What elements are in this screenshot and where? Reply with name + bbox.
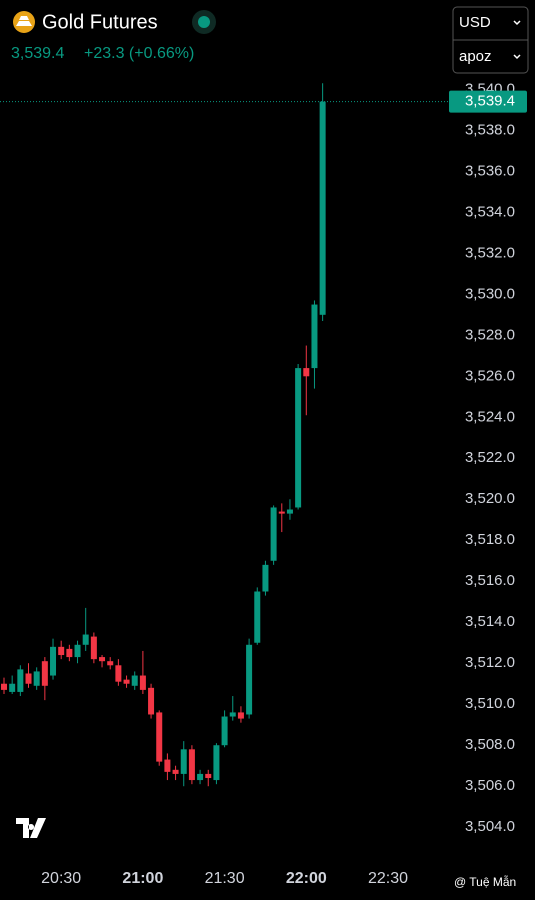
candle-body xyxy=(90,636,97,660)
candle-body xyxy=(115,665,122,682)
candle-body xyxy=(66,648,73,658)
x-tick-label: 20:30 xyxy=(41,870,81,887)
y-tick-label: 3,534.0 xyxy=(465,203,515,220)
y-tick-label: 3,512.0 xyxy=(465,654,515,671)
last-price-box xyxy=(449,90,527,113)
candle-body xyxy=(278,511,285,514)
candle-body xyxy=(197,773,204,781)
candle-body xyxy=(262,564,269,592)
y-tick-label: 3,532.0 xyxy=(465,244,515,261)
candle-body xyxy=(319,101,326,315)
y-tick-label: 3,530.0 xyxy=(465,285,515,302)
candle-body xyxy=(107,661,114,666)
y-tick-label: 3,522.0 xyxy=(465,449,515,466)
candle-body xyxy=(50,646,57,676)
chart-title: Gold Futures xyxy=(42,11,158,33)
candle-body xyxy=(229,712,236,717)
candle-body xyxy=(99,657,106,662)
y-tick-label: 3,508.0 xyxy=(465,736,515,753)
candle-body xyxy=(139,675,146,690)
candle-body xyxy=(33,671,40,686)
candle-body xyxy=(270,507,277,561)
candle-body xyxy=(131,675,138,686)
y-tick-label: 3,524.0 xyxy=(465,408,515,425)
plot: 3,504.0 3,506.0 3,508.0 3,510.0 3,512.0 3,514… xyxy=(0,80,527,887)
y-tick-label: 3,520.0 xyxy=(465,490,515,507)
header-change: +23.3 (+0.66%) xyxy=(84,45,194,62)
candle-body xyxy=(82,634,89,645)
candle-body xyxy=(213,745,220,781)
header-price: 3,539.4 xyxy=(11,45,64,62)
y-tick-label: 3,504.0 xyxy=(465,818,515,835)
y-tick-label: 3,528.0 xyxy=(465,326,515,343)
candle-body xyxy=(74,644,81,658)
candle-body xyxy=(9,683,16,692)
y-tick-label: 3,514.0 xyxy=(465,613,515,630)
y-tick-label: 3,518.0 xyxy=(465,531,515,548)
tv-logo-shape xyxy=(16,818,46,838)
candle-body xyxy=(246,644,253,715)
y-tick-label: 3,538.0 xyxy=(465,121,515,138)
x-tick-label: 21:30 xyxy=(205,870,245,887)
candle-body xyxy=(295,368,302,508)
x-tick-label: 21:00 xyxy=(122,870,163,887)
credit: @ Tuệ Mẫn xyxy=(454,874,516,889)
candle-body xyxy=(156,712,163,762)
x-tick-label: 22:00 xyxy=(286,870,327,887)
y-tick-label: 3,536.0 xyxy=(465,162,515,179)
candle-body xyxy=(17,669,24,692)
candle-body xyxy=(41,661,48,686)
candle-body xyxy=(311,304,318,369)
y-tick-label: 3,526.0 xyxy=(465,367,515,384)
y-tick-label: 3,510.0 xyxy=(465,695,515,712)
market-status-dot xyxy=(198,16,210,28)
candle-body xyxy=(123,679,130,684)
candle-body xyxy=(25,673,32,684)
gold-icon-bars xyxy=(16,16,32,26)
candle-body xyxy=(164,759,171,772)
y-tick-label: 3,506.0 xyxy=(465,777,515,794)
tv-logo xyxy=(16,818,46,838)
candle-body xyxy=(221,716,228,746)
unit-selector[interactable]: apoz xyxy=(459,48,492,65)
candle-body xyxy=(172,769,179,774)
currency-selector[interactable]: USD xyxy=(459,14,491,31)
candle-body xyxy=(237,712,244,719)
candle-body xyxy=(148,687,155,715)
last-price-label: 3,539.4 xyxy=(465,93,515,110)
candle-body xyxy=(58,646,65,656)
dropdown-arrows xyxy=(513,20,521,60)
candle-body xyxy=(254,591,261,643)
candle-body xyxy=(1,683,7,690)
candle-body xyxy=(286,509,293,514)
candle-body xyxy=(188,749,195,781)
y-tick-label: 3,516.0 xyxy=(465,572,515,589)
candle-body xyxy=(303,368,310,377)
x-tick-label: 22:30 xyxy=(368,870,408,887)
candle-body xyxy=(205,773,212,779)
candle-body xyxy=(180,749,187,774)
